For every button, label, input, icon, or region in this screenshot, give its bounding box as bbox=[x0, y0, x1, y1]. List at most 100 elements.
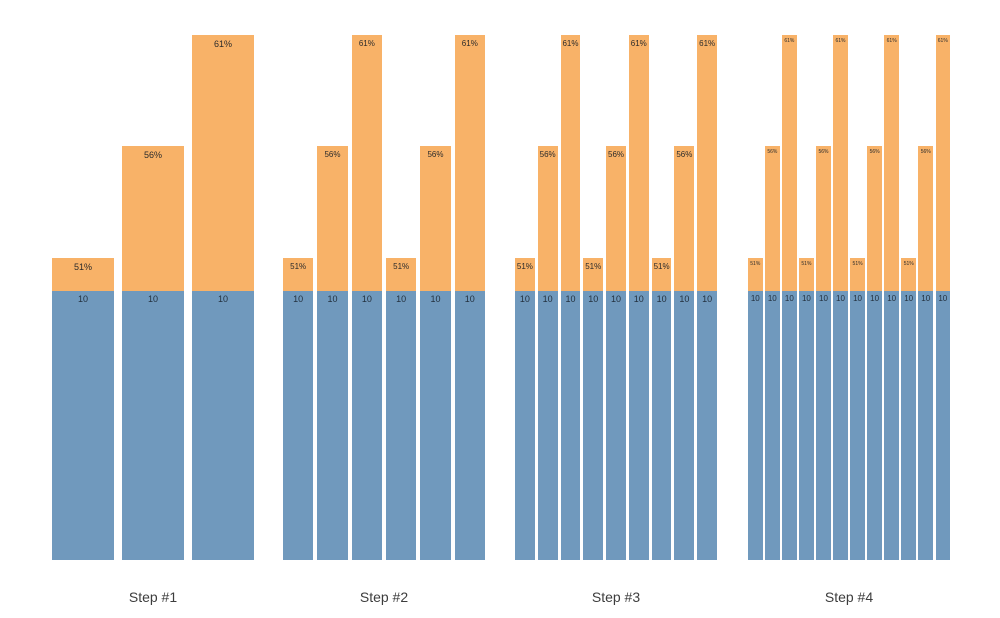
percent-label: 61% bbox=[562, 39, 579, 48]
base-value-label: 10 bbox=[588, 294, 599, 304]
stacked-bar: 56% 10 bbox=[606, 146, 626, 560]
stacked-bar: 61% 10 bbox=[884, 35, 899, 560]
percent-label: 51% bbox=[290, 262, 307, 271]
stacked-bar: 61% 10 bbox=[454, 35, 485, 560]
stacked-bar: 61% 10 bbox=[697, 35, 718, 560]
base-value-label: 10 bbox=[679, 294, 690, 304]
percent-segment: 56% bbox=[606, 146, 626, 291]
base-value-label: 10 bbox=[327, 294, 338, 304]
base-segment: 10 bbox=[748, 291, 763, 560]
stacked-bar: 56% 10 bbox=[537, 146, 558, 560]
step-group: 51% 10 56% 10 61% 10 51% 10 56% 10 61% 10 51% 10 56% 10… bbox=[515, 35, 718, 605]
base-segment: 10 bbox=[884, 291, 899, 560]
percent-label: 56% bbox=[767, 149, 778, 155]
bar-row: 51% 10 56% 10 61% 10 51% 10 56% 10 61% 10 51% 10 56% 10… bbox=[515, 35, 718, 560]
base-value-label: 10 bbox=[921, 294, 931, 303]
percent-label: 51% bbox=[73, 262, 92, 272]
stacked-bar: 61% 10 bbox=[935, 35, 951, 560]
percent-segment: 51% bbox=[52, 258, 114, 291]
percent-label: 61% bbox=[886, 38, 897, 44]
bar-row: 51% 10 56% 10 61% 10 51% 10 56% 10 61% 10 bbox=[283, 35, 485, 560]
base-value-label: 10 bbox=[542, 294, 553, 304]
percent-segment: 51% bbox=[748, 258, 763, 291]
stacked-bar: 51% 10 bbox=[799, 258, 814, 560]
stacked-bar: 51% 10 bbox=[651, 258, 672, 560]
base-segment: 10 bbox=[799, 291, 814, 560]
stacked-bar: 61% 10 bbox=[628, 35, 649, 560]
step-label: Step #1 bbox=[128, 589, 178, 605]
stacked-bar: 51% 10 bbox=[583, 258, 604, 560]
base-value-label: 10 bbox=[801, 294, 811, 303]
percent-segment: 61% bbox=[351, 35, 382, 291]
base-segment: 10 bbox=[850, 291, 865, 560]
percent-segment: 56% bbox=[537, 146, 558, 291]
percent-label: 56% bbox=[539, 150, 556, 159]
stacked-bar: 56% 10 bbox=[420, 146, 451, 560]
base-value-label: 10 bbox=[819, 294, 828, 303]
percent-segment: 61% bbox=[628, 35, 649, 291]
base-value-label: 10 bbox=[293, 294, 304, 304]
base-segment: 10 bbox=[385, 291, 417, 560]
step-label: Step #4 bbox=[824, 589, 874, 605]
percent-segment: 56% bbox=[674, 146, 695, 291]
base-value-label: 10 bbox=[938, 294, 948, 303]
base-segment: 10 bbox=[816, 291, 831, 560]
stacked-bar: 51% 10 bbox=[283, 258, 314, 560]
base-value-label: 10 bbox=[430, 294, 441, 304]
base-value-label: 10 bbox=[656, 294, 667, 304]
base-value-label: 10 bbox=[887, 294, 897, 303]
base-value-label: 10 bbox=[750, 294, 760, 303]
percent-label: 51% bbox=[903, 261, 914, 267]
percent-label: 61% bbox=[699, 39, 716, 48]
percent-label: 61% bbox=[630, 39, 647, 48]
percent-segment: 56% bbox=[816, 146, 831, 291]
base-segment: 10 bbox=[918, 291, 934, 560]
base-segment: 10 bbox=[515, 291, 535, 560]
base-value-label: 10 bbox=[633, 294, 644, 304]
base-value-label: 10 bbox=[396, 294, 407, 304]
stacked-bar: 61% 10 bbox=[560, 35, 581, 560]
percent-label: 51% bbox=[801, 261, 812, 267]
base-segment: 10 bbox=[651, 291, 672, 560]
percent-label: 56% bbox=[920, 149, 931, 155]
base-value-label: 10 bbox=[870, 294, 880, 303]
stacked-bar: 61% 10 bbox=[833, 35, 848, 560]
base-value-label: 10 bbox=[147, 294, 158, 304]
percent-segment: 61% bbox=[935, 35, 951, 291]
percent-label: 56% bbox=[608, 150, 625, 159]
percent-segment: 56% bbox=[918, 146, 934, 291]
base-segment: 10 bbox=[420, 291, 451, 560]
percent-segment: 56% bbox=[765, 146, 780, 291]
base-value-label: 10 bbox=[784, 294, 794, 303]
stacked-bar: 51% 10 bbox=[748, 258, 763, 560]
percent-label: 56% bbox=[143, 150, 162, 160]
stacked-bar: 61% 10 bbox=[351, 35, 382, 560]
base-value-label: 10 bbox=[217, 294, 228, 304]
base-segment: 10 bbox=[628, 291, 649, 560]
percent-segment: 61% bbox=[884, 35, 899, 291]
stacked-bar: 56% 10 bbox=[674, 146, 695, 560]
percent-segment: 61% bbox=[192, 35, 254, 291]
base-segment: 10 bbox=[283, 291, 314, 560]
percent-label: 51% bbox=[653, 262, 670, 271]
stacked-bar: 56% 10 bbox=[122, 146, 184, 560]
base-segment: 10 bbox=[192, 291, 254, 560]
base-segment: 10 bbox=[697, 291, 718, 560]
percent-label: 56% bbox=[324, 150, 341, 159]
stacked-bar: 61% 10 bbox=[192, 35, 254, 560]
percent-label: 61% bbox=[358, 39, 375, 48]
percent-label: 56% bbox=[818, 149, 829, 155]
percent-segment: 51% bbox=[799, 258, 814, 291]
percent-label: 61% bbox=[461, 39, 478, 48]
percent-segment: 56% bbox=[122, 146, 184, 291]
stacked-bar: 51% 10 bbox=[52, 258, 114, 560]
stacked-bar: 51% 10 bbox=[385, 258, 417, 560]
percent-segment: 51% bbox=[850, 258, 865, 291]
percent-segment: 56% bbox=[867, 146, 882, 291]
base-value-label: 10 bbox=[565, 294, 576, 304]
step-group: 51% 10 56% 10 61% 10 51% 10 56% 10 61% 10 51% 10 56% 10… bbox=[748, 35, 951, 605]
base-segment: 10 bbox=[122, 291, 184, 560]
stacked-bar: 61% 10 bbox=[782, 35, 797, 560]
base-segment: 10 bbox=[782, 291, 797, 560]
